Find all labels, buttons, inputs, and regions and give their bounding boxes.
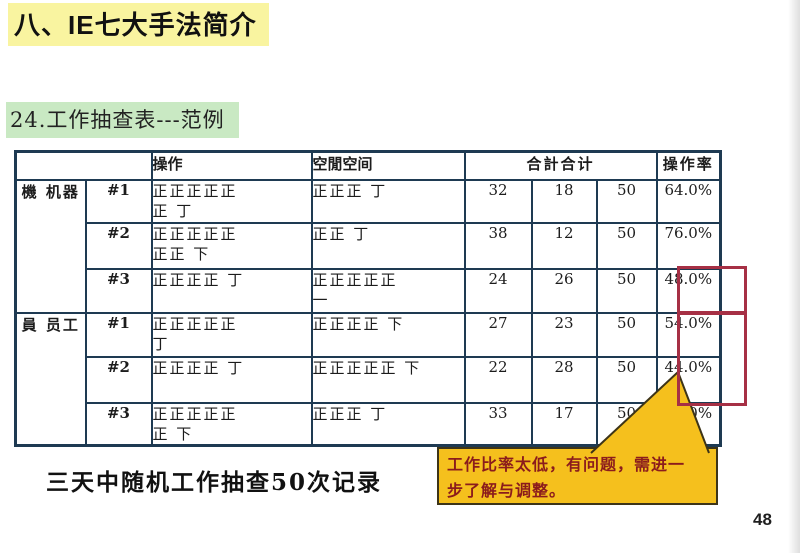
idle-tally-cell: 正正正正正 下 (310, 355, 466, 404)
highlight-rect-top (677, 266, 747, 314)
corner-cell (14, 150, 153, 181)
tally-line: 正正 丁 (312, 224, 371, 243)
unit-label: #3 (84, 267, 153, 314)
table-row-machine-3: #3 正正正正 丁 正正正正正 一 24 26 50 48.0% (16, 267, 722, 314)
tally-line: 正正正正正 (152, 181, 238, 200)
tally-line: 正正正正正 (152, 404, 238, 423)
unit-label: #1 (84, 311, 153, 358)
col-header-operation: 操作 (150, 150, 313, 181)
total-count: 50 (595, 178, 658, 224)
tally-line: 正 丁 (152, 201, 194, 220)
scan-edge-shadow (788, 0, 800, 553)
section-subtitle: 24.工作抽查表---范例 (6, 102, 239, 138)
tally-line: 正正正正 丁 (152, 358, 245, 377)
idle-tally-cell: 正正正正正 一 (310, 267, 466, 314)
tally-line: 丁 (152, 334, 170, 353)
col-header-rate: 操作率 (655, 150, 722, 181)
operation-rate: 76.0% (655, 221, 722, 270)
operation-count: 24 (463, 267, 533, 314)
idle-count: 17 (530, 401, 598, 447)
col-header-idle: 空閒空间 (310, 150, 466, 181)
idle-tally-cell: 正正正正 下 (310, 311, 466, 358)
operation-count: 22 (463, 355, 533, 404)
tally-line: 正正正正 下 (312, 314, 405, 333)
operation-rate: 66.0% (655, 401, 722, 447)
header-row: 操作 空閒空间 合計合计 操作率 (14, 150, 722, 181)
total-count: 50 (595, 355, 658, 404)
tally-line: 正正正正 丁 (152, 270, 245, 289)
operation-tally-cell: 正正正正正 丁 (150, 311, 313, 358)
idle-count: 18 (530, 178, 598, 224)
operation-count: 27 (463, 311, 533, 358)
unit-label: #1 (84, 178, 153, 224)
table-row-worker-3: #3 正正正正正 正 下 正正正 丁 33 17 50 66.0% (16, 401, 722, 447)
row-group-machine: 機 机器 (14, 178, 87, 314)
page-number: 48 (753, 510, 772, 529)
table-row-worker-2: #2 正正正正 丁 正正正正正 下 22 28 50 44.0% (16, 355, 722, 404)
idle-tally-cell: 正正正 丁 (310, 401, 466, 447)
work-sampling-table: 操作 空閒空间 合計合计 操作率 機 机器 #1 正正正正正 正 丁 正正正 丁… (14, 150, 723, 447)
tally-line: 正正正正正 (152, 314, 238, 333)
tally-line: 正正 下 (152, 244, 211, 263)
operation-tally-cell: 正正正正正 正 下 (150, 401, 313, 447)
operation-rate: 48.0% (655, 267, 722, 314)
idle-count: 26 (530, 267, 598, 314)
tally-line: 一 (312, 290, 330, 309)
highlight-rect-bottom (677, 312, 747, 406)
tally-line: 正正正正正 (312, 270, 398, 289)
tally-line: 正正正 丁 (312, 181, 388, 200)
operation-rate: 64.0% (655, 178, 722, 224)
tally-line: 正正正正正 下 (312, 358, 422, 377)
callout-text-line: 工作比率太低，有问题，需进一 (447, 455, 686, 474)
idle-count: 12 (530, 221, 598, 270)
tally-line: 正正正 丁 (312, 404, 388, 423)
col-header-total: 合計合计 (463, 150, 658, 181)
tally-line: 正正正正正 (152, 224, 238, 243)
table-row-machine-1: 機 机器 #1 正正正正正 正 丁 正正正 丁 32 18 50 64.0% (14, 178, 722, 314)
operation-count: 32 (463, 178, 533, 224)
unit-label: #2 (84, 355, 153, 404)
operation-count: 38 (463, 221, 533, 270)
idle-tally-cell: 正正 丁 (310, 221, 466, 270)
idle-count: 28 (530, 355, 598, 404)
idle-count: 23 (530, 311, 598, 358)
callout-text-line: 步了解与调整。 (447, 480, 567, 500)
operation-tally-cell: 正正正正 丁 (150, 267, 313, 314)
table-row-worker-1: 員 员工 #1 正正正正正 丁 正正正正 下 27 23 50 54.0% (14, 311, 722, 447)
tally-line: 正 下 (152, 424, 194, 443)
table-caption: 三天中随机工作抽查50次记录 (46, 469, 383, 496)
callout-note: 工作比率太低，有问题，需进一 步了解与调整。 (437, 447, 718, 505)
unit-label: #3 (84, 401, 153, 447)
operation-tally-cell: 正正正正正 正正 下 (150, 221, 313, 270)
unit-label: #2 (84, 221, 153, 270)
total-count: 50 (595, 221, 658, 270)
table-row-machine-2: #2 正正正正正 正正 下 正正 丁 38 12 50 76.0% (16, 221, 722, 270)
operation-tally-cell: 正正正正正 正 丁 (150, 178, 313, 224)
operation-count: 33 (463, 401, 533, 447)
total-count: 50 (595, 401, 658, 447)
work-sampling-table-wrap: 操作 空閒空间 合計合计 操作率 機 机器 #1 正正正正正 正 丁 正正正 丁… (14, 150, 723, 447)
row-group-worker: 員 员工 (14, 311, 87, 447)
idle-tally-cell: 正正正 丁 (310, 178, 466, 224)
total-count: 50 (595, 267, 658, 314)
total-count: 50 (595, 311, 658, 358)
operation-tally-cell: 正正正正 丁 (150, 355, 313, 404)
page-title: 八、IE七大手法简介 (8, 3, 269, 46)
